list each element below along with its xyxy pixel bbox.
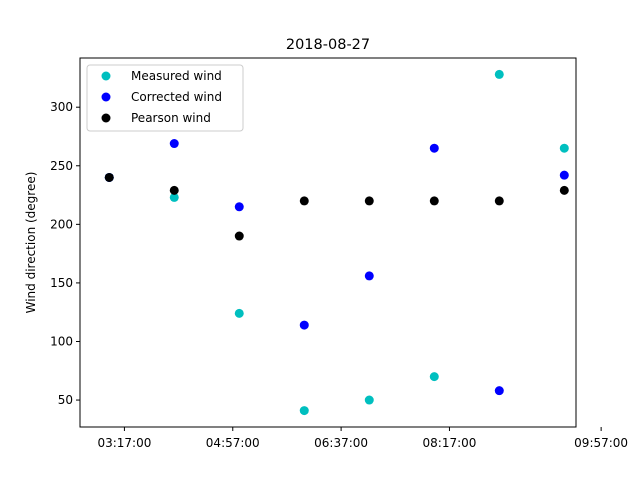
x-tick-label: 08:17:00 (423, 436, 477, 450)
y-axis: 50 100 150 200 250 300 (50, 100, 80, 407)
y-axis-label: Wind direction (degree) (24, 172, 38, 314)
legend-marker (101, 71, 111, 81)
data-point (169, 192, 179, 202)
data-point (364, 196, 374, 206)
legend: Measured wind Corrected wind Pearson wind (86, 64, 244, 132)
data-point (299, 406, 309, 416)
y-tick-label: 50 (58, 393, 73, 407)
data-point (494, 196, 504, 206)
x-tick-label: 09:57:00 (574, 436, 628, 450)
x-tick-label: 03:17:00 (97, 436, 151, 450)
data-point (429, 372, 439, 382)
y-tick-label: 200 (50, 217, 73, 231)
data-point (234, 202, 244, 212)
data-points (104, 69, 569, 416)
x-tick-label: 04:57:00 (206, 436, 260, 450)
legend-label: Corrected wind (131, 90, 222, 104)
data-point (559, 143, 569, 153)
data-point (234, 231, 244, 241)
legend-marker (101, 113, 111, 123)
data-point (104, 172, 114, 182)
data-point (559, 170, 569, 180)
legend-marker (101, 92, 111, 102)
y-tick-label: 150 (50, 276, 73, 290)
data-point (364, 395, 374, 405)
chart-title: 2018-08-27 (286, 37, 370, 53)
data-point (169, 139, 179, 149)
y-tick-label: 250 (50, 159, 73, 173)
legend-label: Measured wind (131, 69, 222, 83)
data-point (494, 386, 504, 396)
data-point (234, 308, 244, 318)
data-point (429, 196, 439, 206)
y-tick-label: 100 (50, 334, 73, 348)
legend-label: Pearson wind (131, 111, 211, 125)
data-point (364, 271, 374, 281)
x-axis: 03:17:00 04:57:00 06:37:00 08:17:00 09:57:00 (97, 427, 628, 450)
data-point (429, 143, 439, 153)
x-tick-label: 06:37:00 (314, 436, 368, 450)
data-point (494, 69, 504, 79)
data-point (169, 185, 179, 195)
legend-box (86, 64, 244, 132)
data-point (299, 196, 309, 206)
data-point (299, 320, 309, 330)
data-point (559, 185, 569, 195)
y-tick-label: 300 (50, 100, 73, 114)
